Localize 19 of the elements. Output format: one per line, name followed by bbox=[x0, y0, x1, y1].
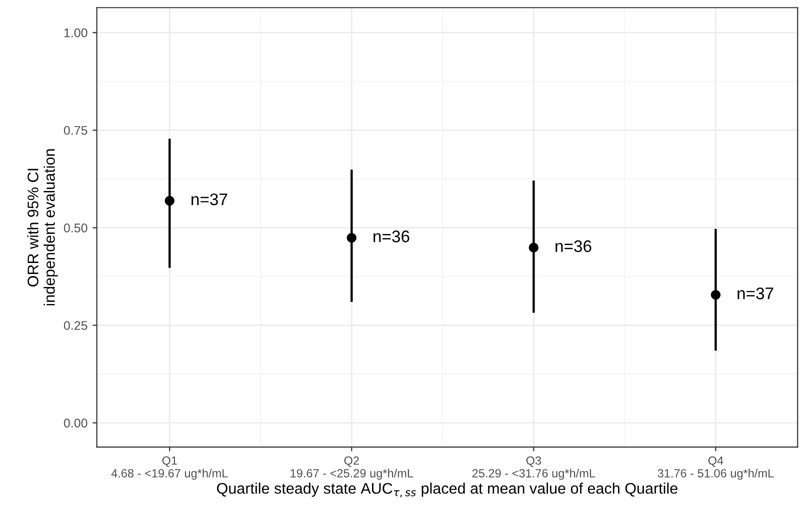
point bbox=[164, 196, 174, 206]
y-tick-label: 0.75 bbox=[64, 126, 88, 135]
y-tick-label: 0.50 bbox=[64, 224, 88, 232]
annotation: n=36 bbox=[556, 240, 592, 252]
point bbox=[710, 290, 721, 300]
x-tick-label: Q2 19.67 - <25.29 ug*h/mL bbox=[290, 456, 414, 480]
point bbox=[346, 233, 356, 243]
x-tick-label: Q4 31.76 - 51.06 ug*h/mL bbox=[658, 456, 774, 480]
y-tick-label: 0.00 bbox=[64, 418, 88, 428]
y-axis-title: ORR with 95% CI independent evaluation bbox=[27, 149, 58, 306]
annotation: n=37 bbox=[192, 193, 228, 206]
y-tick-label: 0.25 bbox=[64, 321, 88, 330]
annotation: n=36 bbox=[374, 230, 410, 242]
annotation: n=37 bbox=[738, 288, 774, 300]
point bbox=[528, 242, 539, 252]
y-tick-label: 1.00 bbox=[64, 28, 88, 38]
x-axis-title: Quartile steady state AUC$_{τ,ss}$ placed at mean value of each Quartile bbox=[217, 482, 678, 498]
x-tick-label: Q1 4.68 - <19.67 ug*h/mL bbox=[111, 456, 228, 480]
x-tick-label: Q3 25.29 - <31.76 ug*h/mL bbox=[472, 456, 596, 480]
